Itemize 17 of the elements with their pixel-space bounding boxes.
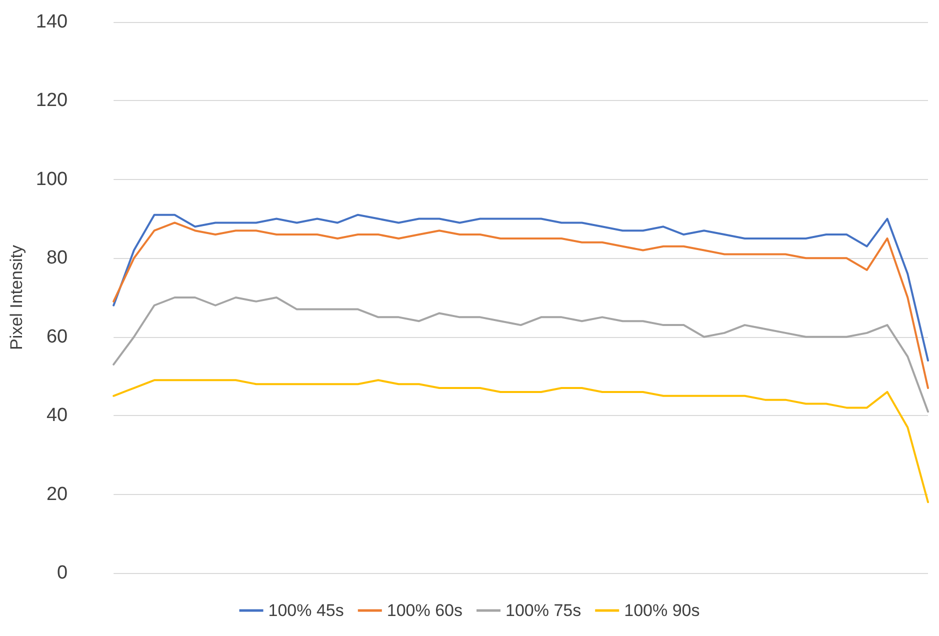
- legend-label: 100% 90s: [624, 601, 700, 620]
- legend-label: 100% 75s: [506, 601, 582, 620]
- y-tick-label: 120: [36, 90, 68, 112]
- line-series: [112, 379, 929, 504]
- y-axis-title: Pixel Intensity: [7, 244, 26, 350]
- legend-label: 100% 60s: [386, 601, 463, 620]
- line-series: [112, 214, 929, 362]
- y-tick-label: 20: [46, 484, 68, 505]
- y-tick-label: 80: [46, 248, 68, 269]
- y-tick-label: 0: [57, 562, 68, 584]
- line-series: [112, 296, 929, 413]
- legend-label: 100% 45s: [268, 601, 344, 620]
- y-tick-label: 140: [36, 12, 68, 32]
- y-tick-label: 40: [46, 405, 68, 426]
- y-tick-label: 60: [46, 326, 68, 348]
- line-series: [112, 222, 929, 390]
- y-tick-label: 100: [36, 168, 68, 190]
